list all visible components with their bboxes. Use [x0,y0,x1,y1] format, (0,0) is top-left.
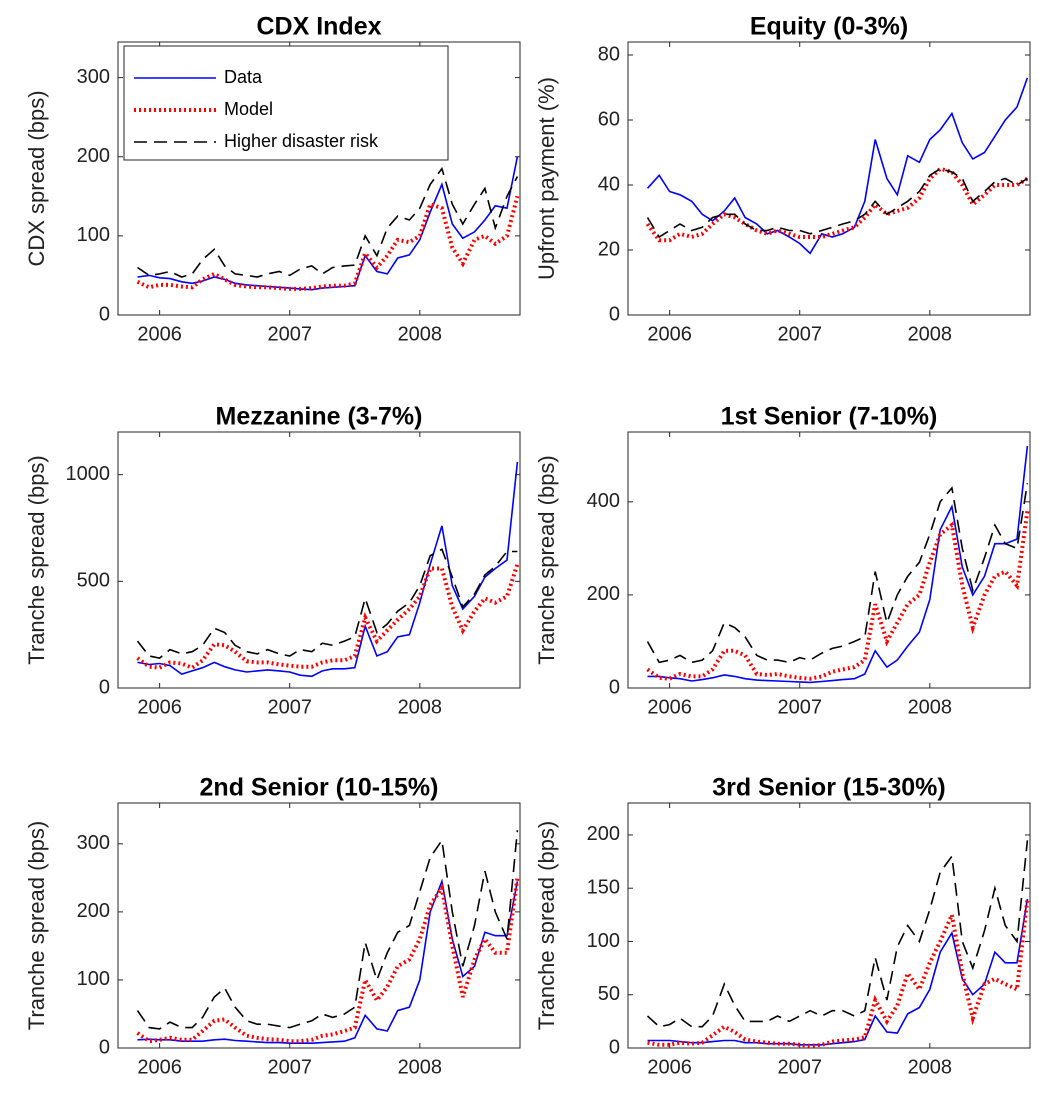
legend-box [123,45,449,161]
y-tick-label: 1000 [66,463,111,485]
subplot: 3rd Senior (15-30%) Tranche spread (bps) 0… [534,774,1031,1078]
x-tick-label: 2006 [137,696,182,718]
x-tick-label: 2007 [267,323,312,345]
y-tick-label: 200 [587,583,620,605]
y-axis-label: Tranche spread (bps) [534,455,559,665]
y-axis-label: CDX spread (bps) [24,90,49,266]
subplot-title: 2nd Senior (10-15%) [200,774,439,802]
subplot-title: Equity (0-3%) [750,13,908,41]
x-tick-label: 2008 [398,323,443,345]
y-axis-label: Upfront payment (%) [534,77,559,280]
x-tick-label: 2008 [908,1056,953,1078]
y-axis-label: Tranche spread (bps) [24,455,49,665]
subplot: Mezzanine (3-7%) Tranche spread (bps) 0 500… [24,403,521,718]
x-tick-label: 2007 [267,696,312,718]
y-tick-label: 100 [77,224,110,246]
axes-box [627,431,1031,689]
legend-label: Higher disaster risk [224,131,379,151]
legend-label: Model [224,99,273,119]
axes-box [627,41,1031,316]
y-tick-label: 200 [77,145,110,167]
subplot: CDX Index CDX spread (bps) 0 100 200 300 2006 2… [24,13,521,345]
y-tick-label: 80 [598,43,620,65]
x-tick-label: 2008 [398,696,443,718]
series-line [136,563,520,670]
series-line [136,548,518,659]
subplot: Equity (0-3%) Upfront payment (%) 0 20 40 60 8… [534,13,1031,345]
series-line [645,166,1029,243]
y-tick-label: 100 [77,968,110,990]
axes-box [117,802,521,1049]
y-tick-label: 0 [99,676,110,698]
y-tick-label: 300 [77,832,110,854]
y-tick-label: 0 [99,303,110,325]
subplot-title: Mezzanine (3-7%) [216,403,423,431]
x-tick-label: 2006 [137,323,182,345]
y-tick-label: 40 [598,173,620,195]
series-line [646,840,1029,1028]
series-line [646,167,1028,239]
y-tick-label: 200 [587,823,620,845]
x-tick-label: 2006 [647,696,692,718]
series-line [646,483,1029,664]
x-tick-label: 2008 [908,696,953,718]
series-line [136,877,520,1044]
series-line [647,898,1030,1048]
x-tick-label: 2007 [777,1056,822,1078]
axes-box [627,802,1031,1049]
legend-label: Data [224,67,263,87]
y-tick-label: 100 [587,930,620,952]
x-tick-label: 2006 [647,323,692,345]
subplot: 1st Senior (7-10%) Tranche spread (bps) 0 2… [534,403,1031,718]
series-line [647,445,1029,684]
x-tick-label: 2008 [908,323,953,345]
subplot-title: 3rd Senior (15-30%) [712,774,945,802]
series-line [137,878,519,1044]
y-axis-label: Tranche spread (bps) [24,821,49,1031]
y-tick-label: 0 [609,676,620,698]
y-tick-label: 60 [598,108,620,130]
series-line [137,166,519,278]
subplot-title: 1st Senior (7-10%) [721,403,938,431]
y-tick-label: 200 [77,900,110,922]
y-tick-label: 500 [77,570,110,592]
y-tick-label: 0 [609,303,620,325]
axes-box [117,431,521,689]
y-tick-label: 50 [598,983,620,1005]
series-line [137,461,519,678]
x-tick-label: 2006 [647,1056,692,1078]
subplot-title: CDX Index [256,13,381,41]
y-tick-label: 20 [598,238,620,260]
y-tick-label: 300 [77,66,110,88]
series-line [136,830,519,1030]
x-tick-label: 2006 [137,1056,182,1078]
x-tick-label: 2007 [267,1056,312,1078]
series-line [646,510,1030,681]
x-tick-label: 2007 [777,696,822,718]
y-tick-label: 0 [99,1036,110,1058]
y-tick-label: 150 [587,876,620,898]
y-axis-label: Tranche spread (bps) [534,821,559,1031]
subplot: 2nd Senior (10-15%) Tranche spread (bps) 0… [24,774,521,1078]
y-tick-label: 0 [609,1036,620,1058]
x-tick-label: 2008 [398,1056,443,1078]
y-tick-label: 400 [587,490,620,512]
x-tick-label: 2007 [777,323,822,345]
series-line [647,898,1029,1046]
